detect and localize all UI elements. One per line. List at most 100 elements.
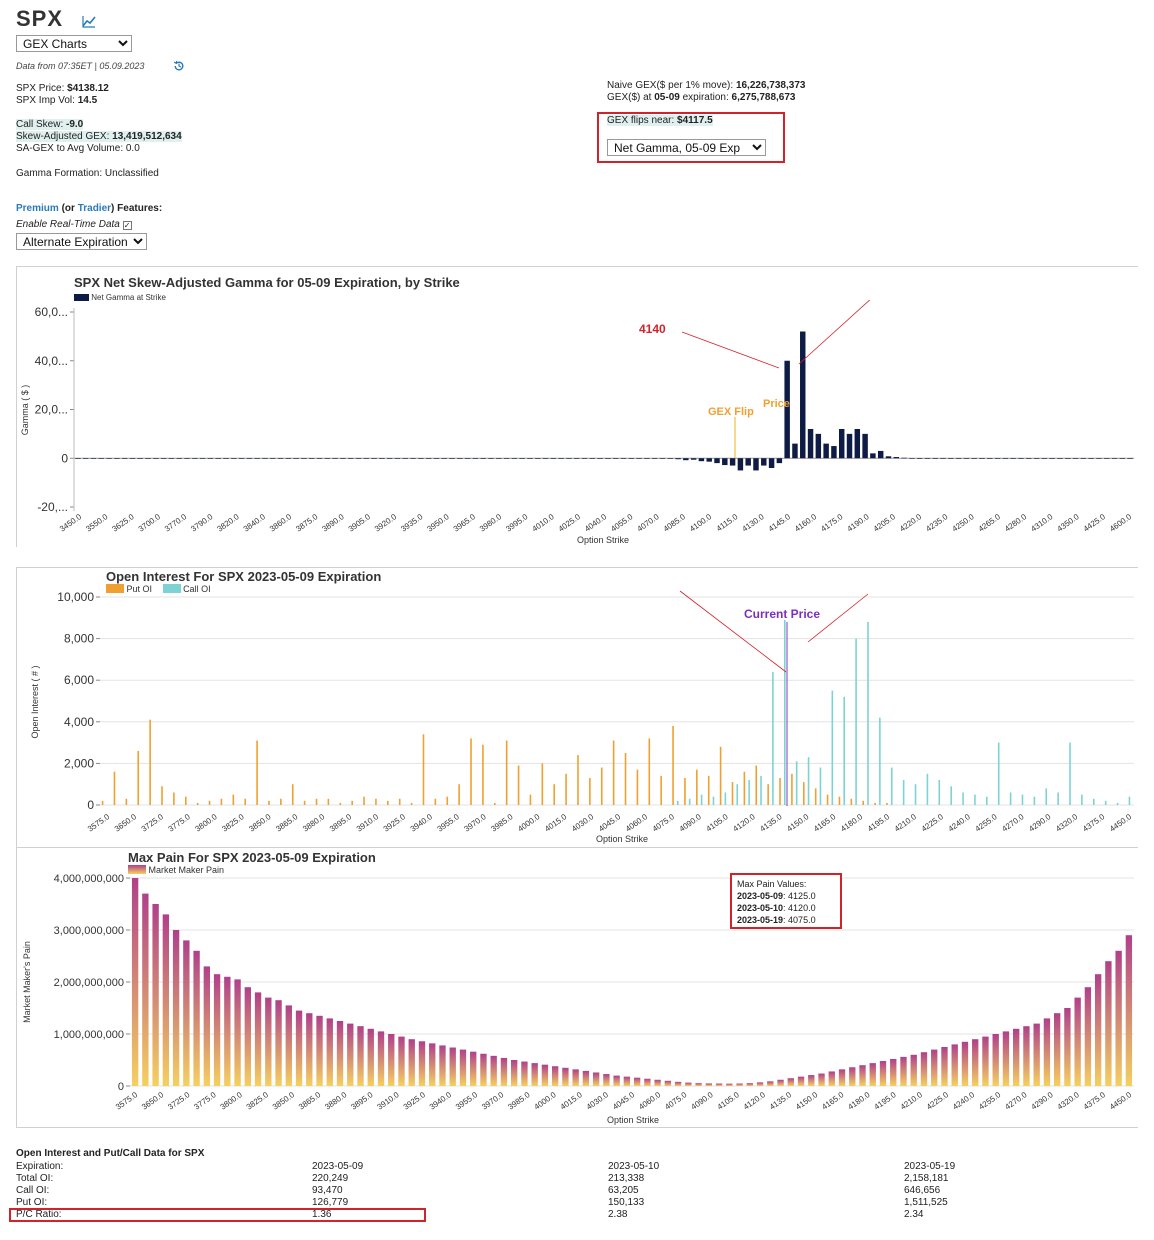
x-tick-label: 4290.0 xyxy=(1029,1090,1055,1112)
pc-cell: 1,511,525 xyxy=(904,1197,948,1208)
x-tick-label: 3910.0 xyxy=(376,1090,402,1112)
alternate-expiration-select[interactable]: Alternate Expiration xyxy=(16,233,147,250)
gamma-bar xyxy=(394,458,401,459)
x-tick-label: 3980.0 xyxy=(478,512,504,534)
gamma-bar xyxy=(192,458,198,459)
pain-xticks: 3575.0 3650.0 3725.0 3775.0 3800.0 3825.0 3850… xyxy=(114,1090,1134,1112)
put-oi-bar xyxy=(838,796,841,805)
x-tick-label: 4210.0 xyxy=(899,1090,925,1112)
gamma-bar xyxy=(1002,458,1009,459)
y-tick-label: 8,000 xyxy=(64,632,94,646)
x-tick-label: 4270.0 xyxy=(1000,812,1026,834)
pain-bar xyxy=(828,1071,835,1086)
pain-bar xyxy=(654,1079,661,1086)
call-oi-bar xyxy=(1116,802,1119,805)
x-tick-label: 4075.0 xyxy=(663,1090,689,1112)
pain-bar xyxy=(941,1047,948,1086)
pain-bar xyxy=(1125,935,1133,1086)
gex-flip-highlight-box xyxy=(597,112,785,163)
put-oi-bar xyxy=(612,740,615,805)
current-price-label: Current Price xyxy=(744,607,820,621)
chart-line-icon[interactable] xyxy=(82,14,96,28)
gamma-bar xyxy=(597,458,603,459)
put-oi-bar xyxy=(303,800,306,805)
pain-bar xyxy=(511,1060,518,1086)
call-oi-bar xyxy=(997,742,1000,805)
pain-bar xyxy=(418,1041,426,1086)
gex-at-line: GEX($) at 05-09 expiration: 6,275,788,67… xyxy=(607,92,795,103)
x-tick-label: 3910.0 xyxy=(355,812,381,834)
gamma-bar xyxy=(270,458,276,459)
x-tick-label: 4070.0 xyxy=(635,512,661,534)
pain-bar xyxy=(162,914,170,1086)
spx-price-label: SPX Price: xyxy=(16,83,68,94)
gamma-bar xyxy=(1057,458,1063,459)
gamma-bar xyxy=(285,458,292,459)
put-oi-bar xyxy=(648,738,651,805)
gamma-legend: Net Gamma at Strike xyxy=(74,293,166,302)
tradier-link[interactable]: Tradier xyxy=(77,203,112,214)
put-oi-bar xyxy=(470,738,472,805)
gamma-bar xyxy=(386,458,393,459)
x-tick-label: 4120.0 xyxy=(742,1090,768,1112)
x-tick-label: 4375.0 xyxy=(1081,812,1107,834)
call-oi-bar xyxy=(724,792,727,805)
x-tick-label: 3880.0 xyxy=(301,812,327,834)
pain-bar xyxy=(316,1015,323,1086)
pain-bar xyxy=(480,1053,487,1086)
pain-bar xyxy=(900,1056,907,1086)
pain-bar xyxy=(982,1036,989,1086)
x-tick-label: 4105.0 xyxy=(716,1090,742,1112)
table-row: P/C Ratio: 1.36 2.38 2.34 xyxy=(16,1209,1026,1221)
y-tick-label: 1,000,000,000 xyxy=(54,1029,124,1041)
pain-bar xyxy=(961,1041,969,1086)
pc-cell: 646,656 xyxy=(904,1185,941,1196)
put-oi-bar xyxy=(779,777,781,805)
y-tick-label: 60,0... xyxy=(35,305,68,319)
history-icon[interactable] xyxy=(173,60,185,72)
pain-bar xyxy=(644,1078,651,1086)
pain-bar xyxy=(787,1078,794,1086)
y-tick-label: 4,000,000,000 xyxy=(54,873,124,885)
gamma-bar xyxy=(441,458,447,459)
pain-bar xyxy=(705,1083,713,1086)
net-gamma-select[interactable]: Net Gamma, 05-09 Exp xyxy=(607,139,766,156)
gamma-bar xyxy=(1096,458,1102,459)
max-pain-row-value: : 4125.0 xyxy=(783,891,816,901)
put-oi-bar xyxy=(244,798,247,805)
premium-link[interactable]: Premium xyxy=(16,203,59,214)
put-oi-bar xyxy=(696,769,698,805)
x-tick-label: 4025.0 xyxy=(557,512,583,534)
pain-bar xyxy=(613,1075,620,1086)
x-tick-label: 3725.0 xyxy=(166,1090,192,1112)
gamma-bar xyxy=(90,458,97,459)
x-tick-label: 3955.0 xyxy=(436,812,462,834)
gamma-bar xyxy=(612,458,619,459)
put-oi-bar xyxy=(755,765,758,805)
naive-gex-label: Naive GEX($ per 1% move): xyxy=(607,80,736,91)
gamma-bar xyxy=(184,458,190,459)
pain-bar xyxy=(715,1083,723,1086)
page-title: SPX xyxy=(16,6,64,31)
call-oi-bar xyxy=(1081,794,1083,805)
oi-xticks: 3575.0 3650.0 3725.0 3775.0 3800.0 3825.0 3850… xyxy=(86,812,1134,834)
pain-bar xyxy=(326,1018,333,1086)
call-oi-bar xyxy=(677,800,679,805)
x-tick-label: 3625.0 xyxy=(110,512,136,534)
realtime-checkbox[interactable]: ✓ xyxy=(122,221,132,230)
chart-type-select[interactable]: GEX Charts xyxy=(16,35,132,52)
put-oi-bar xyxy=(173,792,175,805)
gamma-bar xyxy=(1080,458,1087,459)
x-tick-label: 4320.0 xyxy=(1054,812,1080,834)
gamma-bar xyxy=(106,458,112,459)
gamma-bar xyxy=(160,458,167,459)
call-oi-bar xyxy=(855,638,857,805)
x-tick-label: 4145.0 xyxy=(767,512,793,534)
x-tick-label: 3985.0 xyxy=(489,812,515,834)
oi-legend-put-label: Put OI xyxy=(126,584,153,594)
gamma-bar xyxy=(706,458,712,462)
call-oi-bar xyxy=(974,794,976,805)
x-tick-label: 3965.0 xyxy=(452,512,478,534)
pain-bar xyxy=(336,1021,344,1086)
put-oi-bar xyxy=(184,796,187,805)
